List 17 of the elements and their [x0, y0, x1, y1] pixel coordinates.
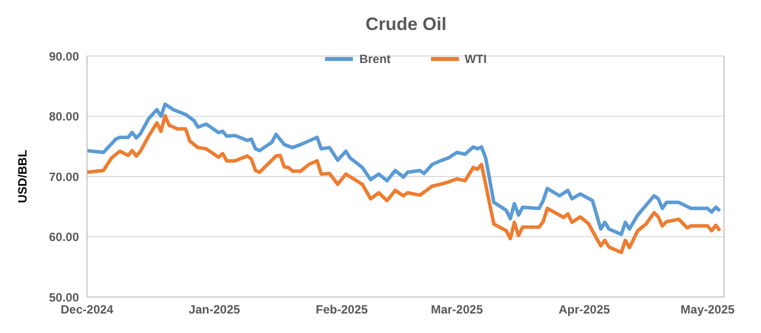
y-tick-label: 90.00	[48, 49, 80, 64]
x-tick-label: Feb-2025	[316, 302, 368, 317]
x-tick-label: May-2025	[680, 302, 735, 317]
x-tick-label: Dec-2024	[60, 302, 114, 317]
line-series	[87, 102, 722, 236]
y-tick-label: 70.00	[48, 170, 80, 184]
x-tick-label: Mar-2025	[430, 302, 484, 317]
y-tick-label: 60.00	[48, 230, 80, 244]
y-axis-title: USD/BBL	[15, 150, 30, 204]
y-tick-label: 80.00	[48, 110, 80, 124]
y-tick-label: 50.00	[48, 290, 80, 304]
legend-label: Brent	[358, 52, 391, 66]
line-series	[87, 114, 722, 254]
legend-label: WTI	[464, 52, 487, 66]
x-tick-label: Jan-2025	[188, 302, 240, 317]
chart-title: Crude Oil	[364, 14, 448, 35]
x-tick-label: Apr-2025	[558, 302, 610, 317]
